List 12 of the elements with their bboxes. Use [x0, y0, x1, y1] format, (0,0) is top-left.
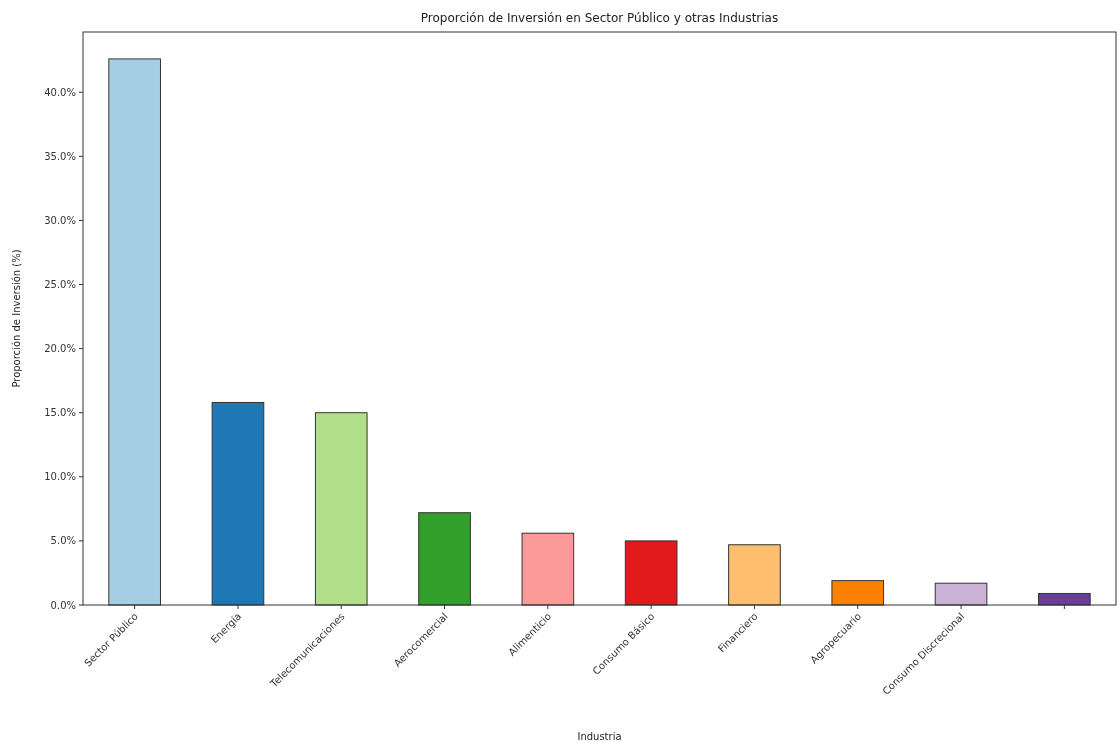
y-tick-label: 0.0% — [50, 599, 76, 611]
chart-title: Proporción de Inversión en Sector Público y otras Industrias — [420, 11, 779, 25]
y-tick-label: 5.0% — [50, 535, 76, 547]
y-tick-label: 40.0% — [44, 86, 76, 98]
y-tick-label: 15.0% — [44, 407, 76, 419]
y-tick-label: 10.0% — [44, 471, 76, 483]
y-tick-label: 20.0% — [44, 343, 76, 355]
x-axis-title: Industria — [577, 731, 622, 742]
y-axis-title: Proporción de Inversión (%) — [11, 249, 22, 388]
y-tick-label: 35.0% — [44, 150, 76, 162]
y-tick-label: 30.0% — [44, 214, 76, 226]
y-tick-label: 25.0% — [44, 279, 76, 291]
